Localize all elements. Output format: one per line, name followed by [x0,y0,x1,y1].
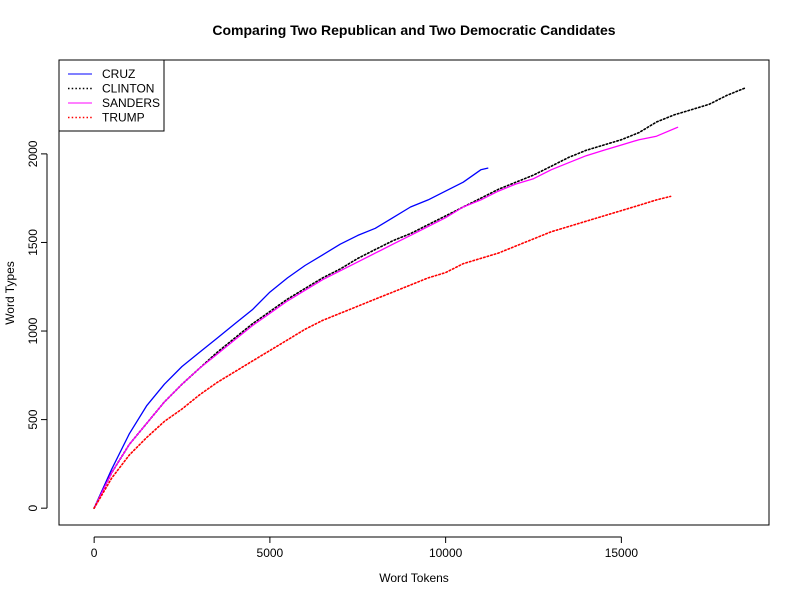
y-tick-label: 1000 [26,317,40,344]
y-axis: 0 500 1000 1500 2000 [26,140,48,512]
plot-frame [58,59,770,526]
y-axis-label: Word Types [3,261,17,325]
series-line-trump [93,195,672,510]
x-tick-label: 0 [91,546,98,560]
legend-label-sanders: SANDERS [102,96,160,110]
y-tick-label: 0 [26,505,40,512]
y-tick-label: 1500 [26,229,40,256]
x-axis: 0 5000 10000 15000 [91,536,639,560]
x-axis-label: Word Tokens [379,571,449,585]
legend-box [58,59,165,132]
legend-label-clinton: CLINTON [102,82,154,96]
series-layer [93,87,746,510]
chart-title: Comparing Two Republican and Two Democra… [212,22,615,38]
series-line-sanders [93,126,679,509]
y-tick-label: 2000 [26,140,40,167]
x-tick-label: 15000 [605,546,639,560]
legend-label-trump: TRUMP [102,111,145,125]
x-tick-label: 10000 [429,546,463,560]
series-line-cruz [93,167,489,509]
x-tick-label: 5000 [257,546,284,560]
legend-label-cruz: CRUZ [102,67,135,81]
y-tick-label: 500 [26,409,40,429]
